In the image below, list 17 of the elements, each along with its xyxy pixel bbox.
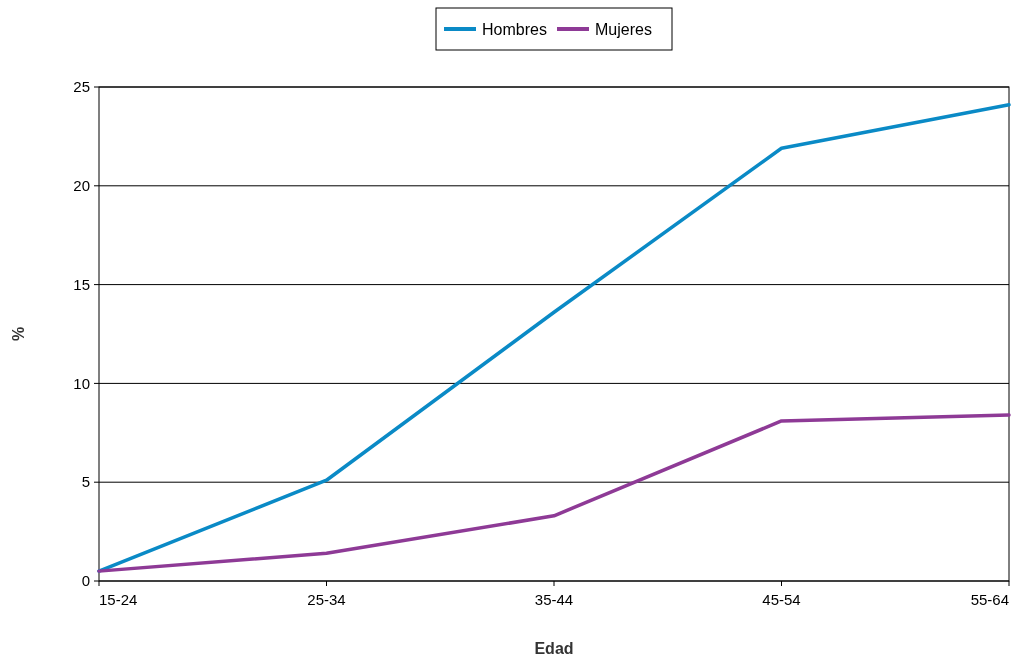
y-tick-label: 20 <box>73 177 90 195</box>
line-series <box>97 103 1011 573</box>
x-tick-label: 25-34 <box>307 591 346 608</box>
legend-label: Mujeres <box>595 20 652 38</box>
line-series <box>97 413 1011 573</box>
legend-label: Hombres <box>482 20 547 38</box>
y-tick-label: 0 <box>81 572 90 590</box>
x-tick-label: 45-54 <box>762 591 801 608</box>
y-tick-label: 10 <box>73 374 90 392</box>
x-axis-title: Edad <box>534 640 574 657</box>
y-tick-label: 25 <box>73 78 90 96</box>
x-tick-label: 35-44 <box>534 591 574 608</box>
x-tick-label: 55-64 <box>970 591 1009 608</box>
x-tick-label: 15-24 <box>99 591 138 608</box>
y-tick-label: 15 <box>73 275 90 293</box>
y-axis-title: % <box>10 326 27 342</box>
y-tick-label: 5 <box>81 473 90 491</box>
